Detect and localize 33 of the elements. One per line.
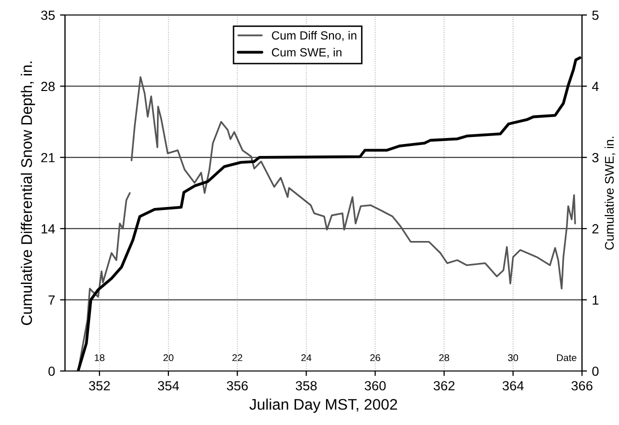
x-tick-label: 352 [88,381,110,390]
x-tick-label: 356 [226,381,248,390]
y-tick-label: 28 [41,82,55,92]
x-tick-label: 364 [502,381,524,390]
y-tick-label: 0 [48,366,55,376]
annotation: 22 [232,354,242,362]
x-tick-label: 362 [434,381,454,390]
x-tick-label: 360 [364,381,386,390]
annotation: 30 [508,354,518,362]
y2-tick-label: 0 [592,366,599,376]
y-tick-label: 14 [42,224,55,234]
y-axis-title: Cumulative Differential Snow Depth, in. [20,62,36,325]
y2-tick-label: 2 [592,224,598,234]
legend-label: Cum SWE, in [272,48,342,58]
annotation: 26 [370,354,380,362]
annotation: 24 [301,354,312,362]
x-tick-label: 366 [571,381,592,390]
x-axis-title: Julian Day MST, 2002 [249,398,398,413]
y-tick-label: 21 [41,152,55,162]
y2-tick-label: 4 [592,82,599,91]
legend-label: Cum Diff Sno, in [272,30,356,42]
y2-axis-title: Cumulative SWE, in. [604,136,616,250]
x-tick-label: 354 [158,381,180,390]
y2-tick-label: 1 [592,296,598,305]
y-tick-label: 35 [41,10,55,20]
annotation: 18 [94,354,104,362]
annotation: 28 [439,354,450,362]
y2-tick-label: 3 [592,152,598,162]
y2-tick-label: 5 [592,10,599,20]
y-tick-label: 7 [48,296,55,305]
annotation: 20 [163,354,174,362]
x-tick-label: 358 [296,381,317,390]
annotation: Date [557,354,576,362]
